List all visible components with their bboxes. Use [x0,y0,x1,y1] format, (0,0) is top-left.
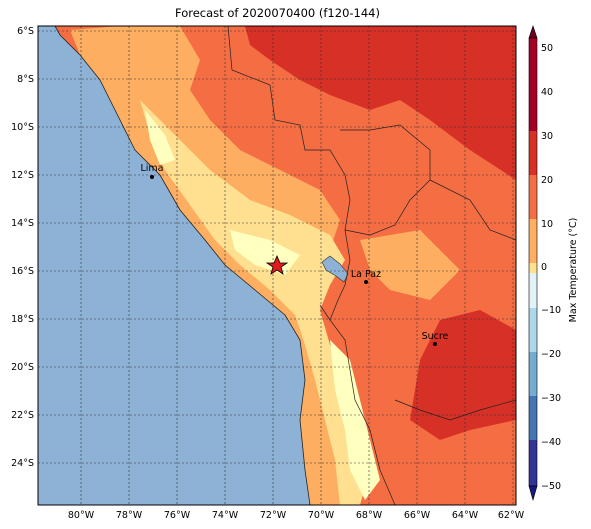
colorbar-tick: 0 [541,262,547,273]
colorbar-tick: −30 [541,393,561,404]
lat-label: 22°S [11,410,34,421]
map-title: Forecast of 2020070400 (f120-144) [175,6,380,20]
colorbar-tick: 30 [541,131,553,142]
colorbar-tick: −10 [541,305,561,316]
lat-label: 8°S [17,74,34,85]
lon-label: 72°W [260,510,287,521]
colorbar-tick: 10 [541,219,553,230]
lon-label: 62°W [498,510,525,521]
cool-band [140,100,370,505]
city-dot-la-paz [364,280,368,284]
city-label-sucre: Sucre [422,331,449,342]
lat-labels: 6°S 8°S 10°S 12°S 14°S 16°S 18°S 20°S 22… [11,26,34,469]
lon-label: 76°W [164,510,191,521]
colorbar-tick: −50 [541,481,561,492]
city-label-la-paz: La Paz [351,269,381,280]
lon-label: 70°W [308,510,335,521]
mild-patch-east [360,230,460,300]
lon-label: 64°W [452,510,479,521]
hot-zone-north [245,26,516,180]
colorbar-tick: 20 [541,175,553,186]
coastline [54,26,311,505]
lat-label: 12°S [11,170,34,181]
lat-label: 18°S [11,314,34,325]
lon-label: 78°W [116,510,143,521]
colorbar-tick: −40 [541,437,561,448]
lon-label: 68°W [356,510,383,521]
map-frame [37,25,517,506]
city-label-lima: Lima [140,163,163,174]
colorbar-tick: −20 [541,349,561,360]
cities: Lima La Paz Sucre [140,163,449,346]
lon-label: 74°W [212,510,239,521]
cold-patch-3 [145,110,175,165]
colorbar-tick: 50 [541,43,553,54]
lat-label: 10°S [11,122,34,133]
lon-labels: 80°W 78°W 76°W 74°W 72°W 70°W 68°W 66°W … [68,510,525,521]
country-borders [227,26,516,505]
lat-label: 16°S [11,266,34,277]
lon-label: 80°W [68,510,95,521]
colorbar-bottom-arrow [528,485,538,502]
lat-label: 20°S [11,362,34,373]
city-dot-lima [150,175,154,179]
city-dot-sucre [433,342,437,346]
lat-label: 14°S [11,218,34,229]
lat-label: 24°S [11,458,34,469]
mild-band [70,26,350,505]
colorbar-top-arrow [528,25,538,39]
colorbar-label: Max Temperature (°C) [568,218,579,323]
colorbar: 50 40 30 20 10 0 −10 −20 −30 −40 −50 Max… [528,25,579,502]
cold-patch-2 [330,340,380,500]
lon-label: 66°W [404,510,431,521]
star-marker [265,254,289,275]
lat-label: 6°S [17,26,34,37]
colorbar-tick: 40 [541,87,553,98]
